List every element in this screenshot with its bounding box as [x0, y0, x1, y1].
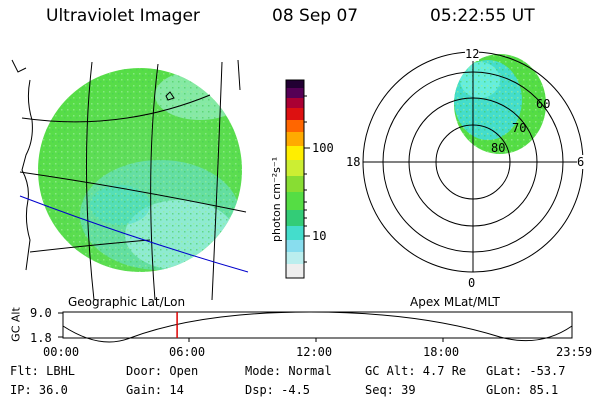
- observation-date: 08 Sep 07: [272, 6, 359, 26]
- mlat-label-80: 80: [491, 141, 506, 155]
- instrument-title: Ultraviolet Imager: [46, 6, 200, 26]
- earth-disk: [38, 68, 242, 272]
- colorbar-unit-label: photon cm⁻²s⁻¹: [270, 156, 283, 242]
- info-filter: Flt: LBHL: [10, 364, 76, 378]
- colorbar-tick-100: 100: [312, 141, 334, 155]
- observation-time: 05:22:55 UT: [430, 6, 535, 26]
- polar-caption: Apex MLat/MLT: [410, 295, 500, 309]
- timeline-xtick-0600: 06:00: [169, 345, 206, 359]
- info-ip: IP: 36.0: [10, 383, 68, 397]
- info-glat: GLat: -53.7: [486, 364, 566, 378]
- mlat-label-60: 60: [536, 97, 551, 111]
- timeline-xtick-1200: 12:00: [296, 345, 333, 359]
- timeline-ytick-9: 9.0: [30, 306, 52, 320]
- geo-grid-lines: [19, 59, 247, 301]
- timeline-xtick-0000: 00:00: [43, 345, 80, 359]
- mlt-label-6: 6: [577, 155, 585, 169]
- geographic-caption: Geographic Lat/Lon: [68, 295, 186, 309]
- info-mode: Mode: Normal: [245, 364, 332, 378]
- altitude-curve: [62, 311, 573, 343]
- info-gc-alt: GC Alt: 4.7 Re: [365, 364, 467, 378]
- info-dsp: Dsp: -4.5: [245, 383, 311, 397]
- info-door: Door: Open: [126, 364, 199, 378]
- info-seq: Seq: 39: [365, 383, 416, 397]
- satellite-track: [19, 195, 249, 273]
- info-glon: GLon: 85.1: [486, 383, 559, 397]
- mlt-label-0: 0: [468, 276, 476, 290]
- info-gain: Gain: 14: [126, 383, 184, 397]
- timeline-ylabel: GC Alt: [9, 307, 23, 342]
- colorbar: [285, 79, 310, 279]
- mlt-label-12: 12: [465, 47, 480, 61]
- timeline-xtick-1800: 18:00: [423, 345, 460, 359]
- mlt-label-18: 18: [346, 155, 361, 169]
- polar-plot: [362, 51, 584, 273]
- coastlines: [11, 59, 175, 271]
- mlat-label-70: 70: [512, 121, 527, 135]
- timeline-ytick-1.8: 1.8: [30, 331, 52, 345]
- timeline-xtick-2359: 23:59: [556, 345, 593, 359]
- colorbar-tick-10: 10: [312, 229, 327, 243]
- timeline-plot: [58, 311, 573, 343]
